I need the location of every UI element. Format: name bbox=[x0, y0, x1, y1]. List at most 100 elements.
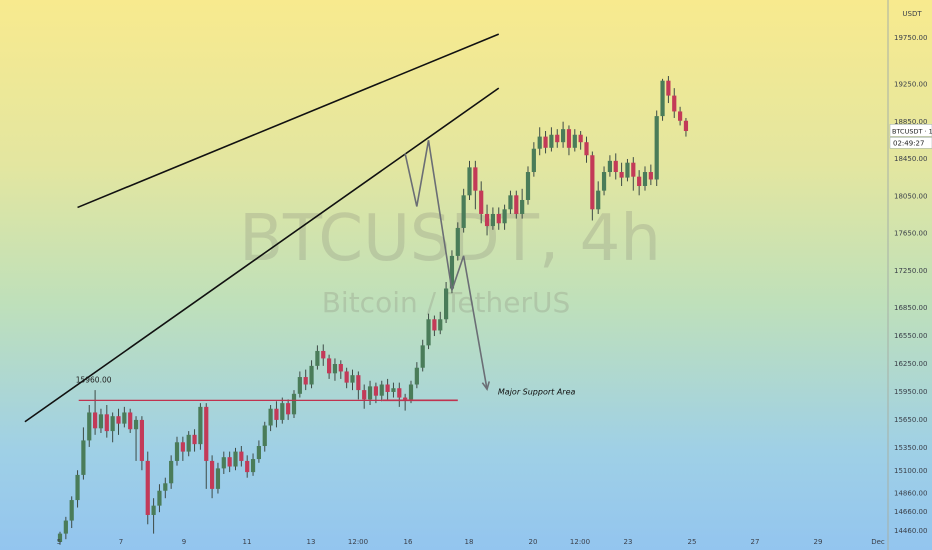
candle-body-down bbox=[619, 172, 624, 178]
countdown-box bbox=[889, 137, 932, 149]
candle-body-down bbox=[496, 213, 501, 224]
y-tick-label: 16850.00 bbox=[894, 304, 927, 312]
candle-body-down bbox=[566, 129, 572, 148]
candle-body-down bbox=[484, 213, 490, 227]
candle-body-down bbox=[631, 162, 636, 177]
candle-body-up bbox=[110, 416, 115, 432]
y-tick-label: 19250.00 bbox=[894, 80, 927, 88]
y-tick-label: 15350.00 bbox=[894, 444, 927, 452]
candle-body-down bbox=[204, 406, 209, 461]
candle-body-up bbox=[490, 213, 495, 227]
candle-body-up bbox=[174, 442, 180, 461]
candle-body-down bbox=[637, 176, 642, 186]
candle-body-up bbox=[438, 319, 443, 331]
candle-body-down bbox=[578, 134, 583, 143]
currency-label: USDT bbox=[902, 10, 922, 18]
symbol-watermark: BTCUSDT, 4h Bitcoin / TetherUS bbox=[239, 202, 661, 319]
candle-body-up bbox=[332, 364, 338, 374]
price-tags: BTCUSDT · 18747.01 02:49:27 bbox=[889, 124, 932, 149]
candle-body-up bbox=[233, 451, 238, 467]
candle-body-up bbox=[414, 367, 419, 385]
y-tick-label: 15650.00 bbox=[894, 416, 927, 424]
candle-body-up bbox=[163, 483, 168, 491]
candle-body-up bbox=[280, 403, 285, 420]
candle-body-down bbox=[145, 460, 150, 515]
candle-body-down bbox=[245, 460, 250, 473]
candle-body-up bbox=[69, 500, 74, 521]
support-area-label: Major Support Area bbox=[498, 387, 576, 396]
candle-body-down bbox=[344, 371, 349, 383]
candle-body-up bbox=[262, 425, 267, 447]
time-axis[interactable]: 5 7 9 11 13 12:00 16 18 20 12:00 23 25 27 29 Dec bbox=[57, 538, 885, 546]
y-tick-label: 16250.00 bbox=[894, 360, 927, 368]
candle-body-up bbox=[461, 195, 466, 228]
y-tick-label: 14460.00 bbox=[894, 527, 927, 535]
y-tick-label: 17250.00 bbox=[894, 267, 927, 275]
candle-body-up bbox=[75, 474, 80, 501]
candle-body-down bbox=[403, 397, 408, 400]
candle-body-up bbox=[98, 414, 104, 429]
candle-body-down bbox=[128, 412, 133, 430]
candle-body-down bbox=[543, 136, 548, 148]
candle-body-up bbox=[186, 434, 191, 452]
wedge-upper-trendline bbox=[77, 33, 500, 209]
candle-body-down bbox=[210, 460, 215, 489]
y-tick-label: 14860.00 bbox=[894, 490, 927, 498]
x-tick-label: 16 bbox=[404, 538, 413, 546]
candle-body-up bbox=[87, 412, 92, 441]
candle-body-up bbox=[63, 520, 68, 534]
candle-body-up bbox=[379, 384, 384, 396]
candle-body-up bbox=[561, 129, 566, 143]
candle-body-down bbox=[274, 408, 279, 420]
x-tick-label: 9 bbox=[182, 538, 186, 546]
y-tick-label: 18850.00 bbox=[894, 118, 927, 126]
candle-body-down bbox=[227, 457, 232, 467]
candle-body-up bbox=[391, 388, 396, 392]
x-tick-label: 25 bbox=[688, 538, 697, 546]
candle-body-down bbox=[192, 434, 197, 445]
candle-body-up bbox=[198, 406, 203, 445]
candle-body-up bbox=[420, 345, 425, 368]
candle-body-down bbox=[432, 319, 437, 331]
candle-body-down bbox=[303, 377, 308, 385]
candle-body-down bbox=[479, 190, 484, 214]
x-tick-label: Dec bbox=[871, 538, 885, 546]
high-marker-label: 15960.00 bbox=[76, 375, 112, 384]
candle-body-down bbox=[555, 134, 560, 143]
x-tick-label: 11 bbox=[243, 538, 252, 546]
y-tick-label: 14660.00 bbox=[894, 508, 927, 516]
candle-body-down bbox=[116, 416, 121, 424]
x-tick-label: 18 bbox=[465, 538, 474, 546]
wedge-lower-trendline bbox=[24, 87, 500, 423]
y-tick-label: 18450.00 bbox=[894, 155, 927, 163]
candle-body-down bbox=[93, 412, 98, 429]
candle-body-up bbox=[268, 408, 273, 426]
x-tick-label: 29 bbox=[814, 538, 823, 546]
candle-body-up bbox=[291, 393, 297, 415]
y-tick-label: 17650.00 bbox=[894, 230, 927, 238]
candle-body-up bbox=[315, 350, 320, 366]
y-tick-label: 18050.00 bbox=[894, 192, 927, 200]
x-tick-label: 23 bbox=[624, 538, 633, 546]
candle-body-down bbox=[613, 160, 618, 173]
x-tick-label: 12:00 bbox=[570, 538, 590, 546]
candle-body-down bbox=[648, 172, 653, 180]
countdown-text: 02:49:27 bbox=[893, 139, 924, 147]
price-tag-box bbox=[889, 124, 932, 137]
y-tick-label: 16550.00 bbox=[894, 332, 927, 340]
candle-body-up bbox=[408, 384, 414, 400]
x-tick-label: 5 bbox=[57, 538, 61, 546]
candle-body-up bbox=[531, 148, 536, 173]
price-axis[interactable]: USDT 19750.00 19250.00 18850.00 18450.00 1805… bbox=[894, 10, 927, 535]
projection-path bbox=[404, 140, 488, 390]
candle-body-down bbox=[321, 350, 326, 359]
candle-body-up bbox=[549, 134, 554, 148]
candle-body-down bbox=[678, 111, 683, 121]
candle-body-up bbox=[508, 195, 513, 210]
candle-body-up bbox=[297, 377, 302, 394]
candle-body-down bbox=[590, 155, 595, 210]
candle-body-down bbox=[666, 80, 671, 96]
candle-body-down bbox=[672, 95, 677, 112]
